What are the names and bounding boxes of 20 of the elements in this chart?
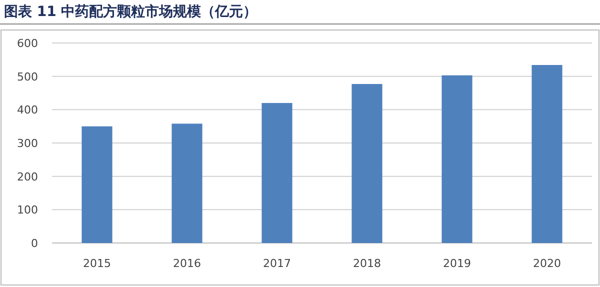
- x-tick-label: 2016: [173, 257, 201, 270]
- y-tick-label: 100: [17, 204, 38, 217]
- y-tick-label: 600: [17, 37, 38, 50]
- bar: [172, 124, 202, 243]
- x-tick-label: 2020: [533, 257, 561, 270]
- bar: [442, 75, 472, 243]
- bar: [532, 65, 562, 243]
- chart-title: 图表 11 中药配方颗粒市场规模（亿元）: [4, 3, 258, 20]
- y-tick-label: 500: [17, 70, 38, 84]
- x-tick-label: 2015: [83, 257, 111, 270]
- y-tick-label: 300: [17, 137, 38, 150]
- y-tick-label: 400: [17, 104, 38, 117]
- x-tick-label: 2019: [443, 257, 471, 270]
- y-tick-label: 200: [17, 170, 38, 184]
- y-tick-label: 0: [31, 237, 38, 250]
- x-tick-label: 2018: [353, 257, 381, 270]
- bar: [352, 84, 382, 243]
- x-tick-label: 2017: [263, 257, 291, 270]
- bar: [262, 103, 292, 243]
- bar: [82, 126, 112, 243]
